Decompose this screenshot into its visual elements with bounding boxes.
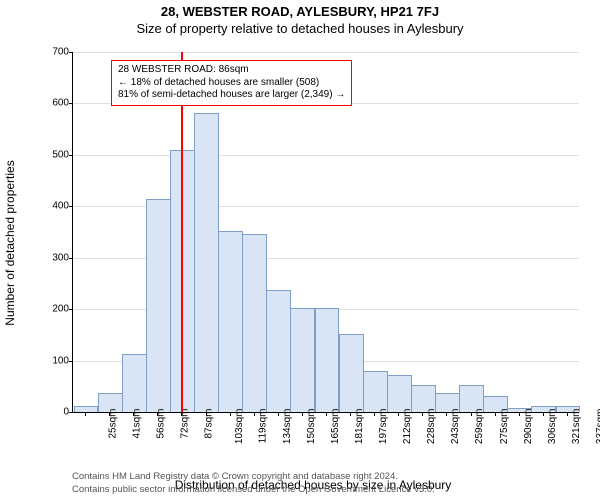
x-tick-mark <box>181 412 182 416</box>
footer-line: Contains HM Land Registry data © Crown c… <box>72 471 435 483</box>
histogram-bar <box>242 234 267 412</box>
x-tick-mark <box>302 412 303 416</box>
x-tick-label: 150sqm <box>306 409 317 445</box>
x-tick-mark <box>374 412 375 416</box>
x-tick-mark <box>133 412 134 416</box>
y-tick-mark <box>69 206 73 207</box>
x-tick-mark <box>350 412 351 416</box>
callout-line: 28 WEBSTER ROAD: 86sqm <box>118 64 345 77</box>
x-tick-label: 290sqm <box>523 409 534 445</box>
x-tick-mark <box>446 412 447 416</box>
y-tick-mark <box>69 412 73 413</box>
y-tick-mark <box>69 309 73 310</box>
y-tick-label: 200 <box>43 304 69 315</box>
histogram-bar <box>387 375 412 412</box>
x-tick-mark <box>422 412 423 416</box>
property-callout: 28 WEBSTER ROAD: 86sqm← 18% of detached … <box>111 60 352 106</box>
x-tick-mark <box>495 412 496 416</box>
callout-line: ← 18% of detached houses are smaller (50… <box>118 77 345 90</box>
histogram-bar <box>290 308 315 412</box>
x-tick-mark <box>109 412 110 416</box>
x-tick-label: 134sqm <box>282 409 293 445</box>
x-tick-label: 321sqm <box>571 409 582 445</box>
x-tick-mark <box>230 412 231 416</box>
x-tick-label: 306sqm <box>547 409 558 445</box>
histogram-bar <box>266 290 291 412</box>
y-tick-mark <box>69 361 73 362</box>
y-tick-mark <box>69 52 73 53</box>
grid-line <box>73 52 579 53</box>
x-tick-label: 243sqm <box>450 409 461 445</box>
x-tick-mark <box>254 412 255 416</box>
footer-attribution: Contains HM Land Registry data © Crown c… <box>72 471 435 496</box>
histogram-bar <box>194 113 219 412</box>
grid-line <box>73 155 579 156</box>
y-tick-mark <box>69 103 73 104</box>
x-tick-label: 103sqm <box>234 409 245 445</box>
y-tick-label: 600 <box>43 98 69 109</box>
x-tick-mark <box>543 412 544 416</box>
x-tick-mark <box>471 412 472 416</box>
plot-area: 010020030040050060070025sqm41sqm56sqm72s… <box>72 52 579 413</box>
histogram-bar <box>146 199 171 412</box>
chart-container: Number of detached properties 0100200300… <box>48 52 578 434</box>
histogram-bar <box>363 371 388 412</box>
x-tick-label: 119sqm <box>257 409 268 444</box>
x-tick-mark <box>157 412 158 416</box>
x-tick-label: 212sqm <box>402 409 413 445</box>
x-tick-label: 181sqm <box>354 409 365 445</box>
x-tick-label: 275sqm <box>499 409 510 445</box>
y-tick-label: 300 <box>43 252 69 263</box>
histogram-bar <box>339 334 364 412</box>
x-tick-label: 165sqm <box>330 409 341 445</box>
x-tick-mark <box>278 412 279 416</box>
y-tick-label: 100 <box>43 355 69 366</box>
page-subtitle: Size of property relative to detached ho… <box>0 21 600 36</box>
x-tick-mark <box>85 412 86 416</box>
x-tick-label: 259sqm <box>475 409 486 445</box>
x-tick-mark <box>567 412 568 416</box>
x-tick-mark <box>206 412 207 416</box>
property-marker-line <box>181 52 183 412</box>
x-tick-label: 197sqm <box>378 409 389 445</box>
page-title: 28, WEBSTER ROAD, AYLESBURY, HP21 7FJ <box>0 4 600 19</box>
y-tick-label: 400 <box>43 201 69 212</box>
y-tick-mark <box>69 155 73 156</box>
callout-line: 81% of semi-detached houses are larger (… <box>118 89 345 102</box>
y-tick-label: 500 <box>43 149 69 160</box>
y-axis-label: Number of detached properties <box>3 160 17 325</box>
y-tick-mark <box>69 258 73 259</box>
x-tick-label: 228sqm <box>426 409 437 445</box>
y-tick-label: 700 <box>43 47 69 58</box>
y-tick-label: 0 <box>43 407 69 418</box>
x-tick-mark <box>519 412 520 416</box>
histogram-bar <box>315 308 340 412</box>
footer-line: Contains public sector information licen… <box>72 484 435 496</box>
histogram-bar <box>218 231 243 412</box>
x-tick-mark <box>326 412 327 416</box>
histogram-bar <box>122 354 147 412</box>
x-tick-mark <box>398 412 399 416</box>
x-tick-label: 337sqm <box>595 409 600 445</box>
